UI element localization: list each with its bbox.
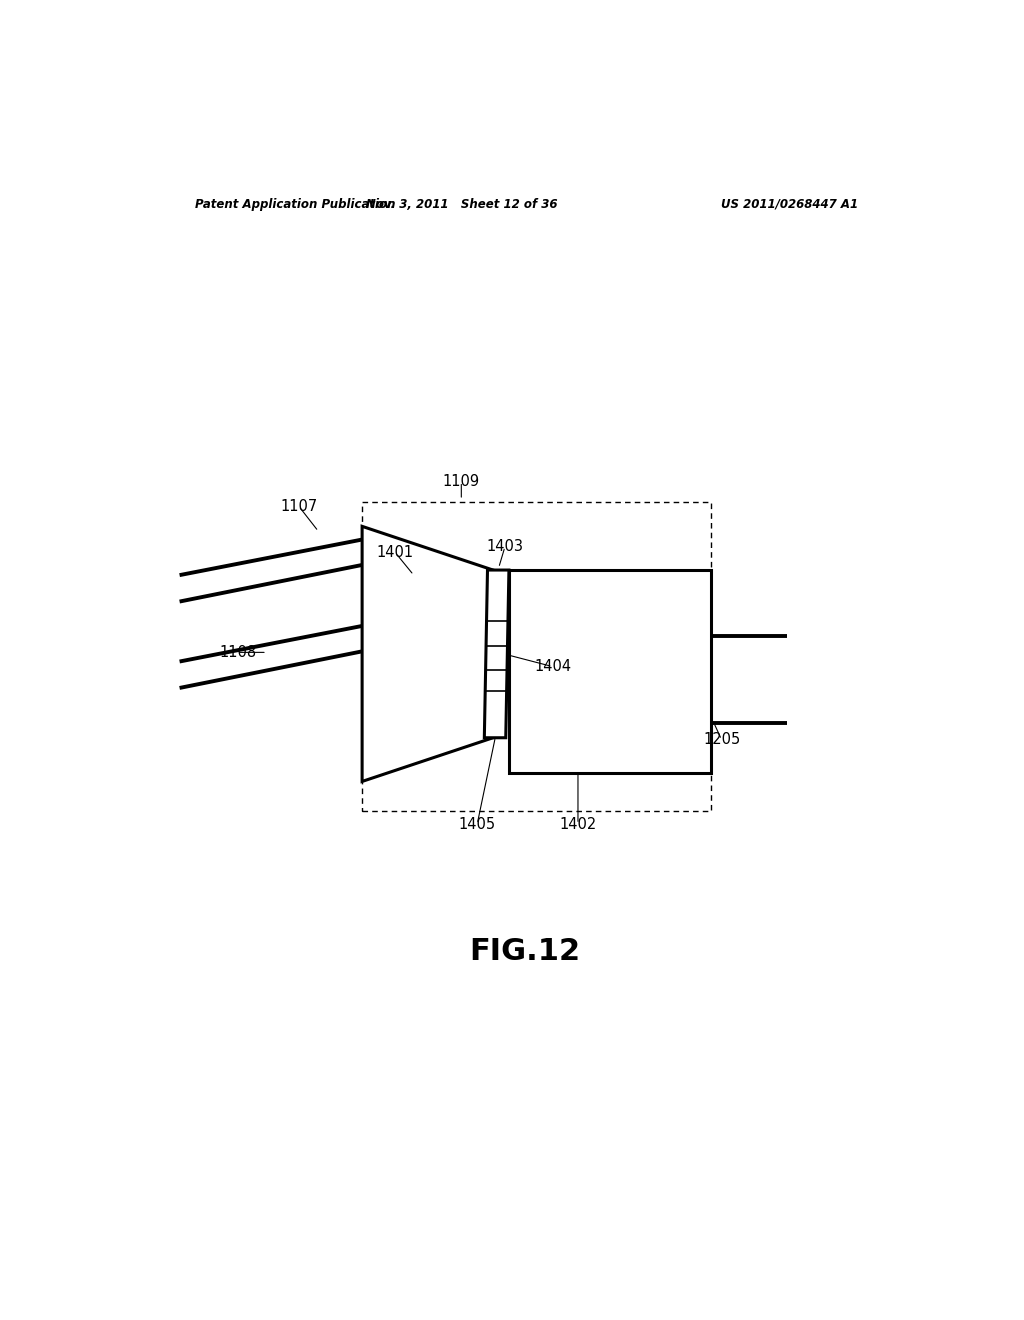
Polygon shape xyxy=(509,570,712,774)
Text: 1108: 1108 xyxy=(219,645,256,660)
Text: FIG.12: FIG.12 xyxy=(469,937,581,966)
Text: 1401: 1401 xyxy=(377,545,414,560)
Text: US 2011/0268447 A1: US 2011/0268447 A1 xyxy=(721,198,858,211)
Text: 1107: 1107 xyxy=(280,499,317,513)
Text: 1109: 1109 xyxy=(442,474,480,490)
Bar xyxy=(362,502,712,810)
Polygon shape xyxy=(484,570,509,738)
Text: 1404: 1404 xyxy=(534,659,571,675)
Text: Nov. 3, 2011   Sheet 12 of 36: Nov. 3, 2011 Sheet 12 of 36 xyxy=(366,198,557,211)
Text: 1402: 1402 xyxy=(559,817,597,832)
Text: Patent Application Publication: Patent Application Publication xyxy=(196,198,396,211)
Text: 1405: 1405 xyxy=(459,817,496,832)
Polygon shape xyxy=(362,527,494,781)
Text: 1403: 1403 xyxy=(486,539,523,554)
Text: 1205: 1205 xyxy=(703,733,740,747)
